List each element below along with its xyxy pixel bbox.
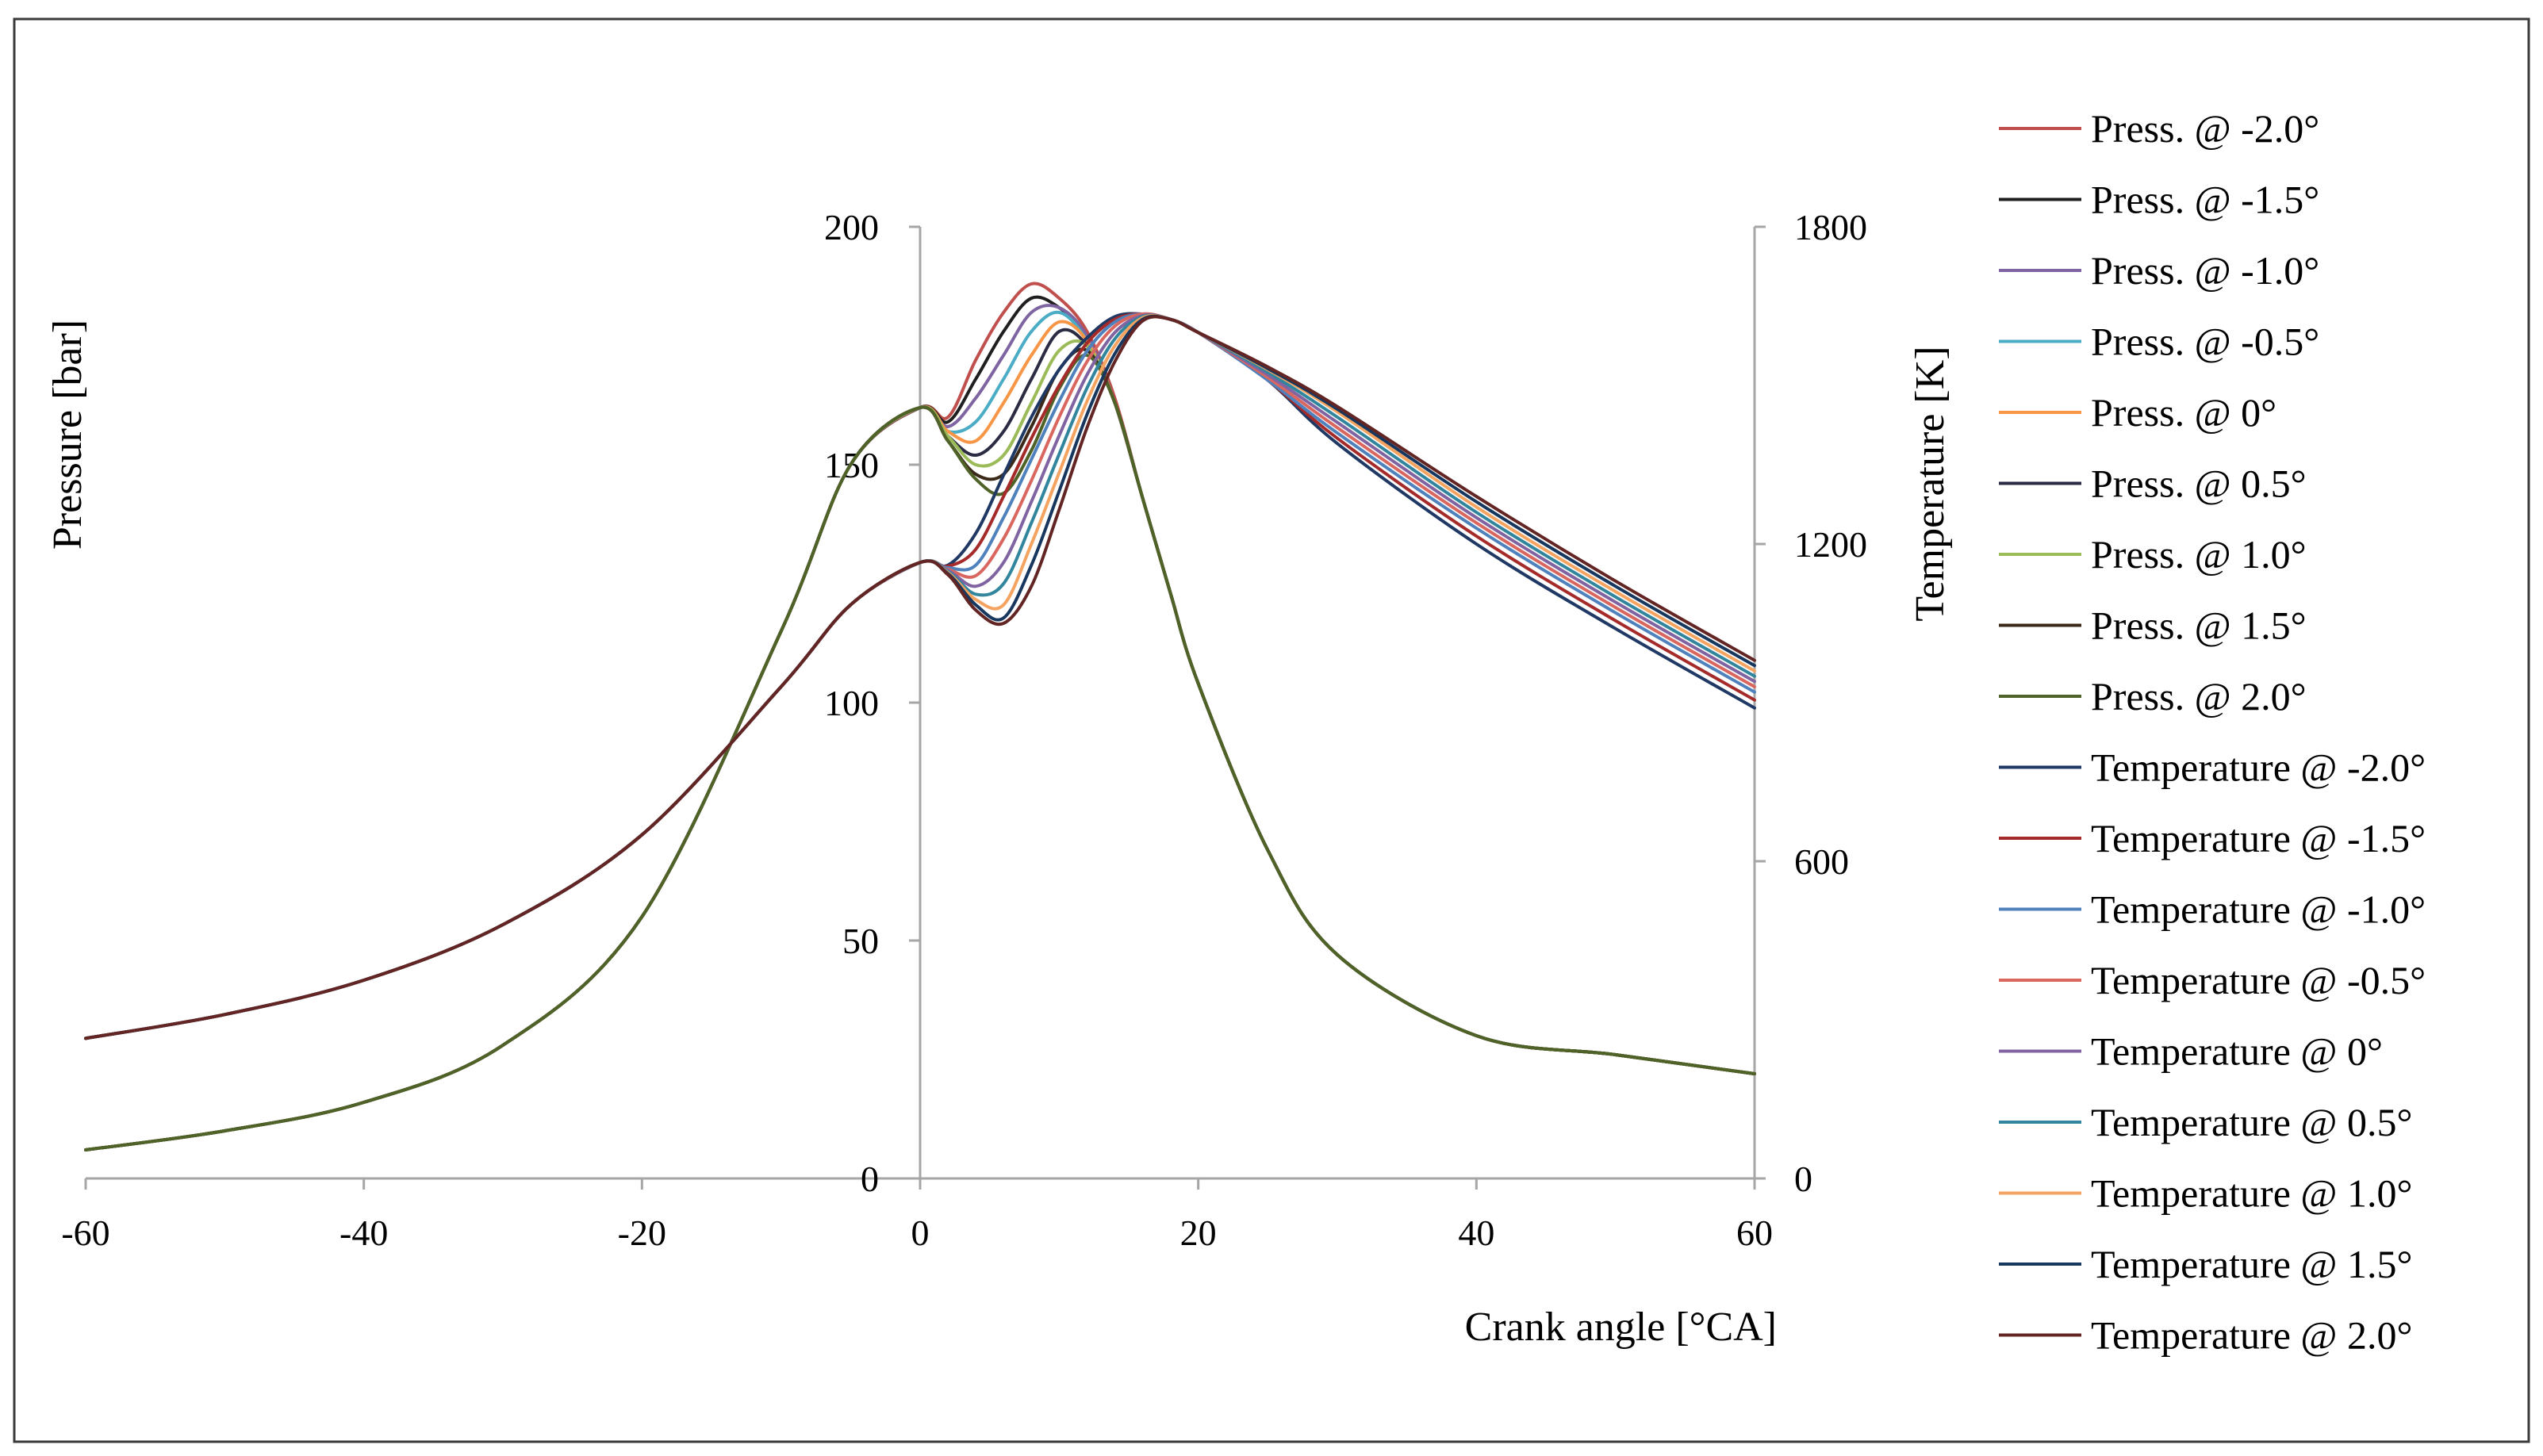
y2-tick-label: 0 bbox=[1794, 1159, 1812, 1199]
x-tick-label: -60 bbox=[61, 1213, 109, 1253]
x-tick-label: -40 bbox=[339, 1213, 388, 1253]
series-layer bbox=[84, 282, 1756, 1151]
legend-label-press-1-0: Press. @ 1.0° bbox=[2091, 532, 2307, 577]
x-tick-label: 60 bbox=[1736, 1213, 1773, 1253]
legend-label-temperature-1-5: Temperature @ -1.5° bbox=[2091, 816, 2426, 860]
legend-label-temperature-0: Temperature @ 0° bbox=[2091, 1029, 2383, 1074]
y-tick-label: 200 bbox=[824, 207, 879, 247]
legend-label-press-1-5: Press. @ 1.5° bbox=[2091, 603, 2307, 648]
y-tick-label: 50 bbox=[842, 921, 879, 961]
legend-label-temperature-1-0: Temperature @ 1.0° bbox=[2091, 1171, 2412, 1216]
x-tick-label: 0 bbox=[911, 1213, 930, 1253]
y2-tick-label: 1800 bbox=[1794, 207, 1867, 247]
legend-label-press-0: Press. @ 0° bbox=[2091, 390, 2276, 435]
legend: Press. @ -2.0° Press. @ -1.5° Press. @ -1.… bbox=[1999, 106, 2426, 1358]
legend-label-press-0-5: Press. @ -0.5° bbox=[2091, 320, 2319, 364]
legend-label-temperature-0-5: Temperature @ -0.5° bbox=[2091, 958, 2426, 1002]
series-line-press-2-0 bbox=[84, 353, 1756, 1151]
legend-label-temperature-2-0: Temperature @ -2.0° bbox=[2091, 745, 2426, 790]
x-axis-title: Crank angle [°CA] bbox=[1465, 1305, 1777, 1350]
legend-label-press-1-5: Press. @ -1.5° bbox=[2091, 178, 2319, 222]
y2-axis-title: Temperature [K] bbox=[1908, 346, 1953, 621]
legend-label-press-1-0: Press. @ -1.0° bbox=[2091, 248, 2319, 293]
legend-label-press-2-0: Press. @ 2.0° bbox=[2091, 674, 2307, 718]
y-tick-label: 100 bbox=[824, 683, 879, 723]
legend-label-temperature-2-0: Temperature @ 2.0° bbox=[2091, 1313, 2412, 1358]
legend-label-press-2-0: Press. @ -2.0° bbox=[2091, 106, 2319, 151]
series-line-temperature-2-0 bbox=[84, 315, 1756, 1040]
axes: -60 -40 -20 0 20 40 60050100150200060012001800… bbox=[45, 207, 1953, 1350]
chart-frame bbox=[13, 17, 2530, 1443]
y2-tick-label: 600 bbox=[1794, 841, 1849, 882]
legend-label-temperature-1-5: Temperature @ 1.5° bbox=[2091, 1242, 2412, 1286]
x-tick-label: 20 bbox=[1180, 1213, 1217, 1253]
y-tick-label: 0 bbox=[861, 1159, 879, 1199]
legend-label-temperature-0-5: Temperature @ 0.5° bbox=[2091, 1100, 2412, 1144]
legend-label-press-0-5: Press. @ 0.5° bbox=[2091, 462, 2307, 506]
y2-tick-label: 1200 bbox=[1794, 524, 1867, 565]
x-tick-label: 40 bbox=[1458, 1213, 1494, 1253]
legend-label-temperature-1-0: Temperature @ -1.0° bbox=[2091, 887, 2426, 932]
x-tick-label: -20 bbox=[618, 1213, 666, 1253]
y-axis-title: Pressure [bar] bbox=[45, 320, 90, 550]
